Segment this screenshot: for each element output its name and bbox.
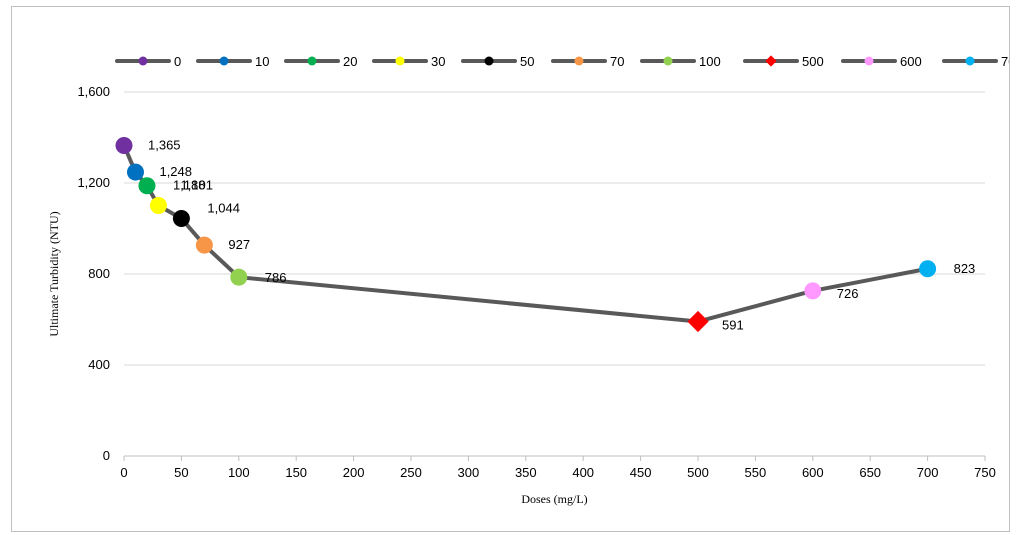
chart-svg: 01020305070100500600700 04008001,2001,60… — [47, 54, 1009, 506]
marker-20 — [138, 177, 156, 195]
data-label: 1,044 — [207, 200, 240, 215]
legend-marker — [138, 56, 148, 66]
series-line — [122, 143, 930, 324]
legend-item-30: 30 — [372, 54, 445, 69]
x-tick-label: 600 — [802, 465, 824, 480]
y-tick-label: 0 — [103, 448, 110, 463]
legend-label: 700 — [1001, 54, 1009, 69]
marker-500 — [687, 310, 709, 333]
data-label: 786 — [265, 270, 287, 285]
legend-marker — [574, 56, 584, 66]
x-tick-label: 350 — [515, 465, 537, 480]
legend-marker — [965, 56, 975, 66]
y-tick-label: 1,600 — [77, 84, 110, 99]
legend-item-700: 700 — [942, 54, 1009, 69]
x-tick-label: 400 — [572, 465, 594, 480]
marker-100 — [230, 268, 248, 286]
y-tick-label: 800 — [88, 266, 110, 281]
legend-marker — [765, 55, 777, 67]
legend-label: 30 — [431, 54, 445, 69]
gridlines — [124, 91, 985, 366]
legend-item-70: 70 — [551, 54, 624, 69]
x-tick-label: 0 — [120, 465, 127, 480]
legend-item-100: 100 — [640, 54, 721, 69]
x-tick-label: 650 — [859, 465, 881, 480]
data-label: 1,248 — [159, 164, 192, 179]
x-tick-label: 700 — [917, 465, 939, 480]
x-tick-label: 200 — [343, 465, 365, 480]
x-tick-label: 500 — [687, 465, 709, 480]
x-tick-label: 300 — [458, 465, 480, 480]
y-tick-label: 1,200 — [77, 175, 110, 190]
data-label: 726 — [837, 286, 859, 301]
marker-0 — [115, 136, 133, 154]
axes: 0 400 800 1,200 1,600 0 50 100 150 200 250 300 350 40… — [77, 84, 995, 480]
marker-600 — [804, 282, 822, 300]
legend-label: 600 — [900, 54, 922, 69]
marker-700 — [919, 260, 937, 278]
legend-label: 100 — [699, 54, 721, 69]
legend-marker — [864, 56, 874, 66]
marker-10 — [126, 163, 144, 181]
legend-marker — [307, 56, 317, 66]
x-tick-label: 750 — [974, 465, 996, 480]
x-tick-label: 250 — [400, 465, 422, 480]
data-label: 1,365 — [148, 137, 181, 152]
data-label: 1,188 — [173, 178, 206, 193]
marker-70 — [195, 236, 213, 254]
legend-item-0: 0 — [115, 54, 181, 69]
legend-label: 0 — [174, 54, 181, 69]
legend-marker — [395, 56, 405, 66]
legend-marker — [484, 56, 494, 66]
legend-item-50: 50 — [461, 54, 534, 69]
y-axis-title: Ultimate Turbidity (NTU) — [47, 211, 61, 336]
legend-item-20: 20 — [284, 54, 357, 69]
markers — [115, 136, 937, 333]
x-tick-label: 550 — [745, 465, 767, 480]
legend-marker — [663, 56, 673, 66]
data-label: 1,101 — [180, 178, 213, 193]
legend: 0 10 20 30 50 70 100 500 600 700 — [115, 54, 1009, 69]
y-tick-label: 400 — [88, 357, 110, 372]
data-label: 823 — [954, 261, 976, 276]
legend-item-10: 10 — [196, 54, 269, 69]
data-label: 591 — [722, 318, 744, 333]
legend-label: 20 — [343, 54, 357, 69]
x-axis-title: Doses (mg/L) — [521, 492, 587, 506]
marker-50 — [172, 209, 190, 227]
legend-item-600: 600 — [841, 54, 922, 69]
legend-label: 10 — [255, 54, 269, 69]
series-polyline — [122, 143, 930, 324]
legend-item-500: 500 — [743, 54, 824, 69]
x-tick-label: 450 — [630, 465, 652, 480]
x-tick-label: 100 — [228, 465, 250, 480]
legend-label: 500 — [802, 54, 824, 69]
x-tick-label: 50 — [174, 465, 188, 480]
marker-30 — [149, 197, 167, 215]
legend-marker — [219, 56, 229, 66]
chart-frame: 01020305070100500600700 04008001,2001,60… — [11, 6, 1010, 532]
x-tick-label: 150 — [285, 465, 307, 480]
data-label: 927 — [228, 237, 250, 252]
legend-label: 70 — [610, 54, 624, 69]
legend-label: 50 — [520, 54, 534, 69]
